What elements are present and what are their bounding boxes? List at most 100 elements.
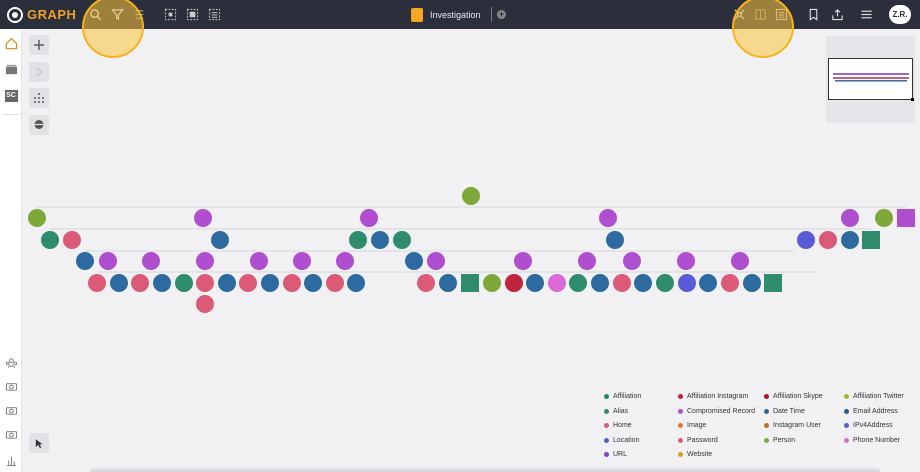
graph-node-date-time[interactable] <box>347 274 365 292</box>
graph-node-date-time[interactable] <box>211 231 229 249</box>
graph-node-date-time[interactable] <box>634 274 652 292</box>
graph-node-date-time[interactable] <box>153 274 171 292</box>
graph-node-home[interactable] <box>88 274 106 292</box>
graph-node-affiliation-instagram[interactable] <box>505 274 523 292</box>
graph-node-compromised-record[interactable] <box>677 252 695 270</box>
graph-node-compromised-record[interactable] <box>514 252 532 270</box>
legend-item: Affiliation Instagram <box>678 392 764 401</box>
sidebar-item-chart[interactable] <box>4 453 18 467</box>
minimap[interactable] <box>826 36 915 123</box>
app-logo[interactable]: GRAPH <box>7 6 76 23</box>
sidebar-item-stack[interactable] <box>4 62 18 76</box>
graph-node-date-time[interactable] <box>405 252 423 270</box>
graph-node-compromised-record[interactable] <box>897 209 915 227</box>
graph-node-person[interactable] <box>875 209 893 227</box>
legend-label: Affiliation Skype <box>773 393 823 400</box>
graph-node-compromised-record[interactable] <box>599 209 617 227</box>
play-button[interactable] <box>29 62 49 82</box>
graph-node-date-time[interactable] <box>218 274 236 292</box>
pointer-tool-button[interactable] <box>29 433 49 453</box>
graph-node-alias[interactable] <box>862 231 880 249</box>
graph-node-date-time[interactable] <box>439 274 457 292</box>
graph-node-phone-number[interactable] <box>548 274 566 292</box>
legend-label: Affiliation <box>613 393 642 400</box>
graph-node-person[interactable] <box>462 187 480 205</box>
zoom-in-button[interactable] <box>29 35 49 55</box>
user-avatar[interactable]: Z.R. <box>889 5 911 24</box>
graph-node-home[interactable] <box>283 274 301 292</box>
graph-node-home[interactable] <box>417 274 435 292</box>
share-button[interactable] <box>829 6 846 23</box>
graph-node-date-time[interactable] <box>526 274 544 292</box>
graph-node-date-time[interactable] <box>699 274 717 292</box>
sidebar-item-camera-2[interactable] <box>4 403 18 417</box>
graph-node-home[interactable] <box>721 274 739 292</box>
graph-node-location[interactable] <box>797 231 815 249</box>
select-all-button[interactable] <box>162 6 179 23</box>
minimap-viewport[interactable] <box>828 58 914 101</box>
graph-node-compromised-record[interactable] <box>427 252 445 270</box>
graph-node-alias[interactable] <box>656 274 674 292</box>
graph-node-compromised-record[interactable] <box>194 209 212 227</box>
graph-node-date-time[interactable] <box>606 231 624 249</box>
sidebar-item-home[interactable] <box>4 36 18 50</box>
layout-dots-button[interactable] <box>29 88 49 108</box>
graph-node-home[interactable] <box>196 295 214 313</box>
appearance-button[interactable] <box>29 115 49 135</box>
graph-node-alias[interactable] <box>461 274 479 292</box>
sidebar-item-sc[interactable]: SC <box>4 89 18 103</box>
sidebar-item-camera-1[interactable] <box>4 379 18 393</box>
graph-node-alias[interactable] <box>41 231 59 249</box>
graph-node-compromised-record[interactable] <box>623 252 641 270</box>
sidebar-item-team[interactable] <box>4 355 18 369</box>
graph-node-location[interactable] <box>678 274 696 292</box>
graph-node-home[interactable] <box>239 274 257 292</box>
select-list-button[interactable] <box>206 6 223 23</box>
legend-swatch <box>678 394 683 399</box>
graph-node-home[interactable] <box>819 231 837 249</box>
legend-swatch <box>604 408 609 414</box>
graph-node-home[interactable] <box>613 274 631 292</box>
graph-node-alias[interactable] <box>569 274 587 292</box>
graph-node-date-time[interactable] <box>841 231 859 249</box>
graph-node-alias[interactable] <box>764 274 782 292</box>
graph-node-compromised-record[interactable] <box>360 209 378 227</box>
graph-node-date-time[interactable] <box>591 274 609 292</box>
graph-node-date-time[interactable] <box>261 274 279 292</box>
graph-node-home[interactable] <box>63 231 81 249</box>
graph-node-person[interactable] <box>483 274 501 292</box>
graph-node-compromised-record[interactable] <box>336 252 354 270</box>
graph-node-home[interactable] <box>326 274 344 292</box>
menu-button[interactable] <box>858 6 875 23</box>
graph-node-person[interactable] <box>28 209 46 227</box>
graph-node-compromised-record[interactable] <box>196 252 214 270</box>
graph-node-compromised-record[interactable] <box>250 252 268 270</box>
graph-node-date-time[interactable] <box>304 274 322 292</box>
camera-icon <box>5 430 17 439</box>
graph-node-date-time[interactable] <box>371 231 389 249</box>
graph-node-alias[interactable] <box>175 274 193 292</box>
graph-node-compromised-record[interactable] <box>142 252 160 270</box>
select-area-button[interactable] <box>184 6 201 23</box>
graph-node-home[interactable] <box>196 274 214 292</box>
graph-node-date-time[interactable] <box>110 274 128 292</box>
graph-node-compromised-record[interactable] <box>731 252 749 270</box>
graph-node-compromised-record[interactable] <box>841 209 859 227</box>
plus-icon <box>34 40 44 50</box>
tab-investigation[interactable]: Investigation <box>411 6 481 23</box>
legend-label: Person <box>773 436 796 444</box>
graph-node-compromised-record[interactable] <box>293 252 311 270</box>
minimap-resize-handle[interactable] <box>911 98 914 101</box>
sidebar-item-camera-3[interactable] <box>4 427 18 441</box>
graph-node-home[interactable] <box>131 274 149 292</box>
graph-node-date-time[interactable] <box>743 274 761 292</box>
bookmark-button[interactable] <box>805 6 822 23</box>
legend-label: Location <box>613 436 640 444</box>
add-tab-icon[interactable]: + <box>497 9 506 19</box>
graph-node-date-time[interactable] <box>76 252 94 270</box>
graph-node-compromised-record[interactable] <box>578 252 596 270</box>
graph-node-alias[interactable] <box>393 231 411 249</box>
graph-node-compromised-record[interactable] <box>99 252 117 270</box>
graph-node-alias[interactable] <box>349 231 367 249</box>
